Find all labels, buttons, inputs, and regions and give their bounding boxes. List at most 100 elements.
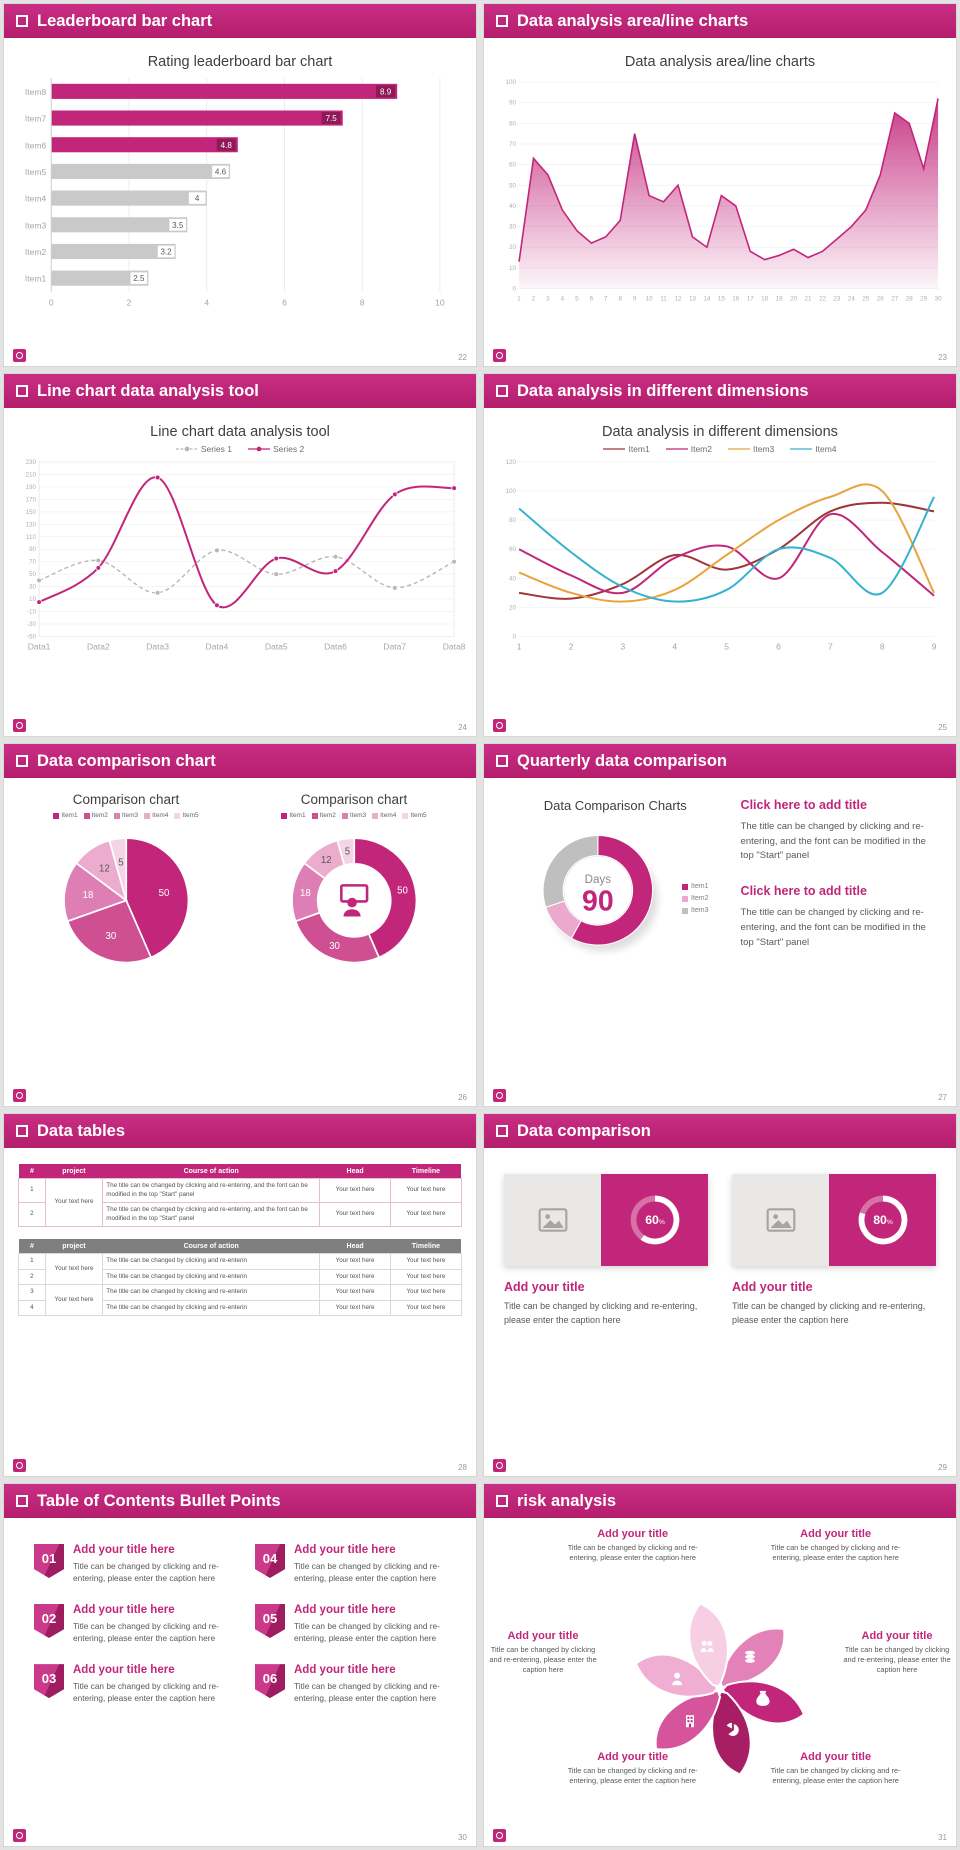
toc-caption: Title can be changed by clicking and re-… bbox=[73, 1561, 219, 1584]
toc-item[interactable]: 01 Add your title here Title can be change… bbox=[34, 1544, 225, 1584]
svg-text:110: 110 bbox=[26, 534, 37, 541]
toc-heading: Add your title here bbox=[73, 1604, 175, 1617]
legend-label: Item3 bbox=[691, 907, 709, 915]
toc-item[interactable]: 06 Add your title here Title can be change… bbox=[255, 1664, 446, 1704]
svg-text:27: 27 bbox=[892, 296, 900, 303]
bullet-square-icon bbox=[16, 1495, 28, 1507]
svg-text:22: 22 bbox=[819, 296, 827, 303]
gauge-value: 60% bbox=[645, 1213, 665, 1227]
slide-body: 01 Add your title here Title can be change… bbox=[4, 1518, 476, 1846]
svg-text:40: 40 bbox=[509, 203, 517, 210]
svg-text:150: 150 bbox=[26, 509, 37, 516]
svg-text:190: 190 bbox=[26, 484, 37, 491]
toc-heading: Add your title here bbox=[294, 1664, 396, 1677]
legend-label: Item4 bbox=[152, 812, 169, 819]
svg-text:50: 50 bbox=[29, 571, 37, 578]
svg-text:26: 26 bbox=[877, 296, 885, 303]
legend-item: Item1 bbox=[53, 812, 78, 819]
svg-text:-30: -30 bbox=[27, 621, 37, 628]
svg-text:10: 10 bbox=[29, 596, 37, 603]
chart-legend: Item1 Item2 Item3 Item4 bbox=[484, 444, 956, 454]
svg-text:60: 60 bbox=[509, 162, 517, 169]
legend-label: Item5 bbox=[410, 812, 427, 819]
svg-text:Data4: Data4 bbox=[206, 641, 229, 651]
legend-label: Item4 bbox=[815, 444, 837, 454]
legend-item: Item4 bbox=[144, 812, 168, 819]
image-placeholder bbox=[732, 1174, 830, 1266]
bullet-square-icon bbox=[16, 15, 28, 27]
legend-item: Item1 bbox=[281, 812, 306, 819]
legend-marker bbox=[175, 446, 198, 452]
svg-text:20: 20 bbox=[509, 604, 517, 611]
slide-title: Line chart data analysis tool bbox=[37, 381, 259, 400]
legend-swatch bbox=[113, 812, 120, 819]
slide-leaderboard-bar-chart[interactable]: Leaderboard bar chart Rating leaderboard… bbox=[3, 3, 477, 367]
legend-swatch bbox=[682, 883, 689, 890]
comparison-cards: 60% Add your title Title can be changed by… bbox=[484, 1148, 956, 1327]
legend-label: Item2 bbox=[319, 812, 336, 819]
legend-item: Item4 bbox=[790, 444, 837, 454]
legend-swatch bbox=[341, 812, 348, 819]
slide-title: Data analysis in different dimensions bbox=[517, 381, 809, 400]
slide-data-comparison-chart[interactable]: Data comparison chart Comparison chart It… bbox=[3, 743, 477, 1107]
svg-text:8: 8 bbox=[360, 298, 365, 308]
legend-swatch bbox=[83, 812, 90, 819]
column-header: Head bbox=[319, 1164, 391, 1179]
risk-item: Add your title Title can be changed by cl… bbox=[484, 1630, 602, 1676]
slide-data-tables[interactable]: Data tables # project Course of action Head… bbox=[3, 1113, 477, 1477]
slide-body: Data analysis area/line charts 0 10 20 30 40 5… bbox=[484, 38, 956, 366]
slide-body: 60% Add your title Title can be changed by… bbox=[484, 1148, 956, 1476]
svg-text:6: 6 bbox=[283, 298, 288, 308]
slide-title: Table of Contents Bullet Points bbox=[37, 1491, 281, 1510]
slide-line-chart-tool[interactable]: Line chart data analysis tool Line chart… bbox=[3, 373, 477, 737]
bullet-square-icon bbox=[16, 385, 28, 397]
svg-text:25: 25 bbox=[863, 296, 871, 303]
slide-risk-analysis[interactable]: risk analysis Add your title Title can be… bbox=[483, 1483, 957, 1847]
toc-item[interactable]: 04 Add your title here Title can be change… bbox=[255, 1544, 446, 1584]
slide-data-comparison-cards[interactable]: Data comparison 60% Add your title Title c… bbox=[483, 1113, 957, 1477]
toc-text: Add your title here Title can be changed … bbox=[294, 1664, 446, 1704]
slide-header: Data tables bbox=[4, 1114, 476, 1148]
chart-title: Line chart data analysis tool bbox=[150, 424, 330, 440]
risk-item: Add your title Title can be changed by cl… bbox=[560, 1528, 706, 1564]
svg-text:50: 50 bbox=[158, 888, 169, 899]
slide-quarterly-comparison[interactable]: Quarterly data comparison Data Compariso… bbox=[483, 743, 957, 1107]
svg-text:8: 8 bbox=[619, 296, 623, 303]
legend-label: Series 1 bbox=[200, 444, 232, 454]
slide-dimensions-analysis[interactable]: Data analysis in different dimensions Da… bbox=[483, 373, 957, 737]
svg-text:Item1: Item1 bbox=[25, 274, 47, 284]
svg-text:230: 230 bbox=[26, 459, 37, 466]
legend-swatch bbox=[144, 812, 151, 819]
toc-heading: Add your title here bbox=[294, 1604, 396, 1617]
slide-area-line-charts[interactable]: Data analysis area/line charts Data anal… bbox=[483, 3, 957, 367]
svg-text:18: 18 bbox=[82, 890, 93, 901]
svg-text:5: 5 bbox=[725, 641, 730, 651]
toc-item[interactable]: 05 Add your title here Title can be change… bbox=[255, 1604, 446, 1644]
svg-text:Item5: Item5 bbox=[25, 167, 47, 177]
svg-text:9: 9 bbox=[633, 296, 637, 303]
svg-text:30: 30 bbox=[935, 296, 943, 303]
percent-gauge: 80% bbox=[858, 1195, 907, 1245]
toc-caption: Title can be changed by clicking and re-… bbox=[294, 1621, 440, 1644]
svg-text:10: 10 bbox=[646, 296, 654, 303]
svg-text:7: 7 bbox=[604, 296, 608, 303]
legend-label: Item5 bbox=[182, 812, 199, 819]
legend-item: Item2 bbox=[682, 895, 709, 902]
card-caption: Title can be changed by clicking and re-… bbox=[732, 1301, 926, 1325]
svg-text:Item6: Item6 bbox=[25, 140, 47, 150]
card-top: 80% bbox=[732, 1174, 936, 1266]
slide-body: # project Course of action Head Timeline 1 You… bbox=[4, 1148, 476, 1476]
toc-item[interactable]: 02 Add your title here Title can be change… bbox=[34, 1604, 225, 1644]
legend-label: Item1 bbox=[289, 812, 306, 819]
svg-text:15: 15 bbox=[718, 296, 726, 303]
legend-label: Item3 bbox=[121, 812, 139, 819]
tables: # project Course of action Head Timeline 1 You… bbox=[4, 1148, 476, 1316]
svg-text:4: 4 bbox=[205, 298, 210, 308]
toc-item[interactable]: 03 Add your title here Title can be change… bbox=[34, 1664, 225, 1704]
chart-title: Rating leaderboard bar chart bbox=[147, 54, 333, 70]
svg-text:23: 23 bbox=[834, 296, 842, 303]
legend-label: Item2 bbox=[91, 812, 108, 819]
slide-toc-bullet-points[interactable]: Table of Contents Bullet Points 01 Add yo… bbox=[3, 1483, 477, 1847]
